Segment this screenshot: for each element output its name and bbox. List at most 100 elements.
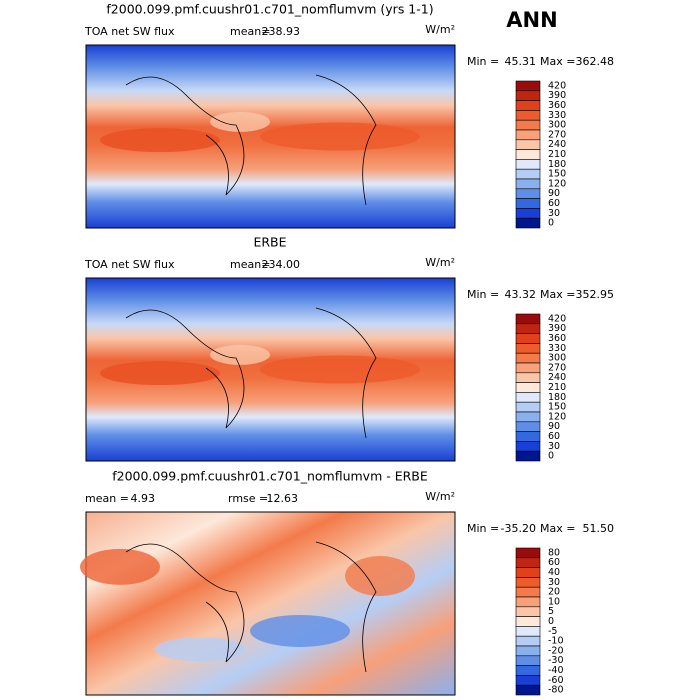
- colorbar-box: [515, 392, 541, 403]
- colorbar-box: [515, 401, 541, 413]
- colorbar-label: 30: [548, 441, 560, 452]
- panel-title: f2000.099.pmf.cuushr01.c701_nomflumvm - …: [112, 469, 428, 484]
- colorbar-box: [515, 80, 541, 92]
- colorbar-box: [515, 586, 541, 598]
- colorbar-label: 120: [548, 178, 566, 189]
- stat-label: mean =: [85, 492, 129, 505]
- heading: ANN: [506, 8, 557, 32]
- colorbar-label: -5: [548, 626, 557, 637]
- colorbar-box: [515, 645, 541, 657]
- variable-label: TOA net SW flux: [84, 258, 175, 271]
- colorbar-box: [515, 110, 541, 121]
- colorbar-box: [515, 188, 541, 199]
- stat-label: mean=: [230, 258, 270, 271]
- colorbar-label: -20: [548, 645, 564, 656]
- stat-value: 238.93: [262, 25, 301, 38]
- units: W/m²: [425, 256, 455, 269]
- colorbar-box: [515, 323, 541, 334]
- colorbar-label: 40: [548, 567, 560, 578]
- units: W/m²: [425, 23, 455, 36]
- colorbar-box: [515, 343, 541, 354]
- min-label: Min =: [467, 288, 499, 301]
- variable-label: TOA net SW flux: [84, 25, 175, 38]
- colorbar-box: [515, 684, 541, 696]
- min-value: 45.31: [505, 55, 537, 68]
- colorbar-label: -40: [548, 665, 564, 676]
- map-region: [260, 122, 420, 151]
- map-region: [210, 344, 270, 365]
- colorbar-label: 0: [548, 616, 554, 627]
- colorbar-label: 20: [548, 587, 560, 598]
- colorbar-label: 180: [548, 392, 566, 403]
- stat-label: mean=: [230, 25, 270, 38]
- colorbar-box: [515, 547, 541, 559]
- map-region: [100, 128, 220, 153]
- colorbar-label: 150: [548, 169, 566, 180]
- colorbar-box: [515, 567, 541, 578]
- map-region: [345, 556, 415, 597]
- map-region: [80, 548, 160, 585]
- colorbar-label: 30: [548, 208, 560, 219]
- coastline: [125, 307, 377, 439]
- stat-value: 4.93: [131, 492, 156, 505]
- stat-value: 12.63: [267, 492, 299, 505]
- colorbar-label: 5: [548, 606, 554, 617]
- colorbar-label: -60: [548, 675, 564, 686]
- colorbar-box: [515, 313, 541, 325]
- colorbar-label: -80: [548, 685, 564, 696]
- colorbar-label: 270: [548, 129, 566, 140]
- colorbar-label: 300: [548, 120, 566, 131]
- colorbar-box: [515, 635, 541, 647]
- min-value: 43.32: [505, 288, 537, 301]
- colorbar-label: 360: [548, 100, 566, 111]
- colorbar-box: [515, 198, 541, 209]
- colorbar-label: 210: [548, 382, 566, 393]
- colorbar-label: 420: [548, 80, 566, 91]
- colorbar-label: 330: [548, 110, 566, 121]
- colorbar-label: 360: [548, 333, 566, 344]
- colorbar-label: 60: [548, 557, 560, 568]
- colorbar-box: [515, 421, 541, 432]
- colorbar-box: [515, 362, 541, 374]
- panel-title: ERBE: [253, 235, 286, 250]
- colorbar-box: [515, 217, 541, 229]
- colorbar-box: [515, 557, 541, 568]
- min-label: Min =: [467, 522, 499, 535]
- colorbar-label: 180: [548, 159, 566, 170]
- colorbar-box: [515, 90, 541, 101]
- stat-label: rmse =: [228, 492, 268, 505]
- colorbar-box: [515, 411, 541, 423]
- panel-title: f2000.099.pmf.cuushr01.c701_nomflumvm (y…: [106, 2, 433, 17]
- stat-value: 234.00: [262, 258, 301, 271]
- colorbar-box: [515, 382, 541, 393]
- colorbar-box: [515, 441, 541, 452]
- colorbar-box: [515, 372, 541, 383]
- colorbar-box: [515, 450, 541, 462]
- map-region: [260, 355, 420, 384]
- colorbar-box: [515, 431, 541, 442]
- max-label: Max =: [540, 55, 575, 68]
- coastline: [125, 541, 377, 673]
- colorbar-label: 240: [548, 139, 566, 150]
- colorbar-box: [515, 333, 541, 344]
- colorbar-label: 60: [548, 431, 560, 442]
- colorbar-box: [515, 596, 541, 608]
- min-value: -35.20: [501, 522, 536, 535]
- max-label: Max =: [540, 288, 575, 301]
- colorbar-box: [515, 159, 541, 170]
- colorbar-box: [515, 606, 541, 617]
- colorbar-label: 420: [548, 313, 566, 324]
- colorbar-label: 10: [548, 596, 560, 607]
- colorbar-label: 390: [548, 90, 566, 101]
- units: W/m²: [425, 490, 455, 503]
- colorbar-label: 90: [548, 421, 560, 432]
- colorbar-label: 30: [548, 577, 560, 588]
- colorbar-box: [515, 655, 541, 666]
- map-field: [85, 511, 456, 696]
- colorbar-label: -30: [548, 655, 564, 666]
- max-value: 362.48: [576, 55, 615, 68]
- colorbar-box: [515, 577, 541, 588]
- colorbar-box: [515, 352, 541, 364]
- colorbar-box: [515, 168, 541, 180]
